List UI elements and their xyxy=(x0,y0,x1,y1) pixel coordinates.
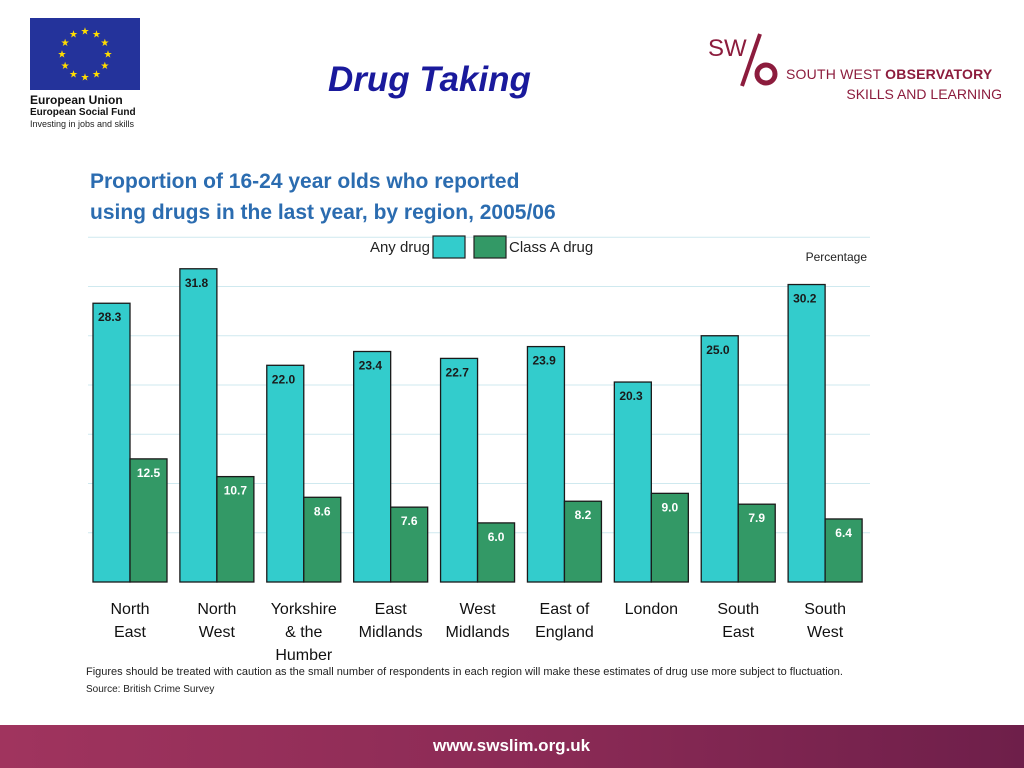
eu-star-icon: ★ xyxy=(81,73,90,84)
sw-logo-mark-icon: SW xyxy=(708,33,778,87)
eu-logo: ★ ★ ★ ★ ★ ★ ★ ★ ★ ★ ★ ★ European Union European Soc… xyxy=(30,18,145,130)
eu-star-icon: ★ xyxy=(92,69,101,80)
bar-class-a xyxy=(129,458,168,583)
data-label: 22.0 xyxy=(272,372,296,386)
bar-class-a xyxy=(650,492,689,583)
category-label: South xyxy=(804,601,846,618)
category-label: East xyxy=(114,624,147,641)
data-label: 7.9 xyxy=(748,511,765,525)
bar-any-drug xyxy=(439,357,479,583)
sw-logo-line2: SKILLS AND LEARNING xyxy=(846,86,1002,102)
chart-source: Source: British Crime Survey xyxy=(86,684,215,695)
bar-class-a xyxy=(216,475,255,583)
eu-star-icon: ★ xyxy=(104,50,113,61)
data-label: 9.0 xyxy=(661,500,678,514)
eu-star-icon: ★ xyxy=(81,27,90,38)
legend-swatch-class-a xyxy=(473,235,507,259)
bar-any-drug xyxy=(92,302,131,583)
category-label: Midlands xyxy=(359,624,423,641)
data-label: 23.4 xyxy=(359,359,383,373)
sw-observatory-logo: SW SOUTH WEST OBSERVATORY SKILLS AND LEA… xyxy=(708,30,1008,110)
eu-star-icon: ★ xyxy=(92,30,101,41)
category-label: & the xyxy=(285,624,322,641)
category-label: West xyxy=(459,601,496,618)
data-label: 31.8 xyxy=(185,276,209,290)
sw-logo-line1-b: OBSERVATORY xyxy=(885,66,993,82)
unit-label: Percentage xyxy=(806,250,868,264)
eu-logo-line1: European Union xyxy=(30,93,123,107)
legend-swatch-any-drug xyxy=(432,235,466,259)
category-label: North xyxy=(110,601,149,618)
chart-title-line2: using drugs in the last year, by region,… xyxy=(90,201,556,224)
data-label: 22.7 xyxy=(446,365,470,379)
data-label: 12.5 xyxy=(137,466,161,480)
sw-logo-line1-a: SOUTH WEST xyxy=(786,66,886,82)
bar-class-a xyxy=(563,500,603,583)
category-label: East xyxy=(375,601,408,618)
eu-logo-line3: Investing in jobs and skills xyxy=(30,119,135,129)
category-label: England xyxy=(535,624,594,641)
category-label: North xyxy=(197,601,236,618)
eu-star-icon: ★ xyxy=(100,61,109,72)
category-label: Humber xyxy=(275,647,333,664)
bar-any-drug xyxy=(613,381,652,583)
bars: 28.3 12.5 31.8 10.7 22.0 8.6 23.4 7.6 22.7 6.0 23.… xyxy=(92,268,863,583)
data-label: 30.2 xyxy=(793,292,817,306)
eu-star-icon: ★ xyxy=(58,50,67,61)
chart-title: Proportion of 16-24 year olds who report… xyxy=(90,166,556,228)
data-label: 6.4 xyxy=(835,526,852,540)
eu-logo-line2: European Social Fund xyxy=(30,107,136,118)
legend-label-class-a: Class A drug xyxy=(509,239,593,256)
bar-class-a xyxy=(303,496,342,583)
eu-flag-icon: ★ ★ ★ ★ ★ ★ ★ ★ ★ ★ ★ ★ xyxy=(30,18,140,90)
bar-class-a xyxy=(737,503,776,583)
chart-title-line1: Proportion of 16-24 year olds who report… xyxy=(90,170,520,193)
bar-any-drug xyxy=(787,283,826,583)
data-label: 28.3 xyxy=(98,310,122,324)
data-label: 8.2 xyxy=(575,508,592,522)
bar-class-a xyxy=(476,522,516,583)
category-label: West xyxy=(807,624,844,641)
category-label: East of xyxy=(540,601,590,618)
bar-any-drug xyxy=(353,350,392,583)
category-label: London xyxy=(625,601,678,618)
eu-star-icon: ★ xyxy=(100,38,109,49)
sw-logo-line1: SOUTH WEST OBSERVATORY xyxy=(786,66,992,82)
category-label: Yorkshire xyxy=(271,601,337,618)
footer-url-link[interactable]: www.swslim.org.uk xyxy=(433,736,591,755)
bar-class-a xyxy=(824,518,863,583)
eu-star-icon: ★ xyxy=(69,30,78,41)
eu-star-icon: ★ xyxy=(61,38,70,49)
bar-class-a xyxy=(390,506,429,583)
category-label: South xyxy=(717,601,759,618)
slide-title: Drug Taking xyxy=(328,60,531,99)
eu-star-icon: ★ xyxy=(69,69,78,80)
chart-legend: Any drug Class A drug xyxy=(370,235,593,259)
bar-any-drug xyxy=(266,364,305,583)
data-label: 23.9 xyxy=(532,354,556,368)
eu-star-icon: ★ xyxy=(61,61,70,72)
category-label: East xyxy=(722,624,755,641)
data-label: 6.0 xyxy=(488,530,505,544)
data-label: 20.3 xyxy=(619,389,643,403)
legend-label-any-drug: Any drug xyxy=(370,239,430,256)
footer-bar: www.swslim.org.uk xyxy=(0,725,1024,768)
data-label: 8.6 xyxy=(314,504,331,518)
bar-any-drug xyxy=(700,335,739,583)
data-label: 25.0 xyxy=(706,343,730,357)
category-label: Midlands xyxy=(446,624,510,641)
bar-any-drug xyxy=(526,345,566,583)
chart-note: Figures should be treated with caution a… xyxy=(86,666,843,678)
data-label: 7.6 xyxy=(401,514,418,528)
bar-any-drug xyxy=(179,268,218,583)
data-label: 10.7 xyxy=(224,484,248,498)
sw-logo-mark-text: SW xyxy=(708,35,747,62)
category-label: West xyxy=(199,624,236,641)
